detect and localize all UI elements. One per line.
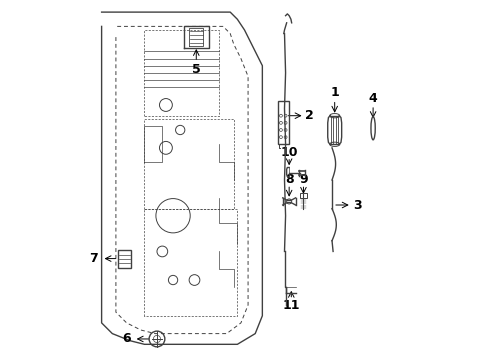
Text: 9: 9 <box>299 173 307 186</box>
Text: 5: 5 <box>191 63 200 76</box>
Bar <box>118 249 131 267</box>
Text: 4: 4 <box>368 93 377 105</box>
Text: 3: 3 <box>352 198 361 212</box>
Text: 7: 7 <box>89 252 98 265</box>
Text: 8: 8 <box>284 173 293 186</box>
Text: 1: 1 <box>330 86 338 99</box>
Text: 11: 11 <box>282 299 300 312</box>
Text: 6: 6 <box>122 333 131 346</box>
Text: 2: 2 <box>305 109 313 122</box>
Text: 10: 10 <box>280 146 297 159</box>
Bar <box>278 102 288 144</box>
Bar <box>299 193 306 198</box>
